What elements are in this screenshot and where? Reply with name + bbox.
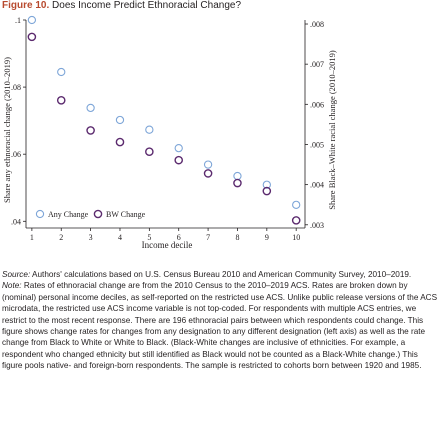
x-tick-label: 2 bbox=[59, 233, 63, 242]
x-axis-ticks: 1 2 3 4 5 6 7 8 9 10 bbox=[30, 228, 300, 242]
left-tick-label: .1 bbox=[15, 16, 21, 25]
point-bw-change bbox=[145, 147, 154, 157]
point-bw-change bbox=[174, 155, 184, 165]
point-any-change bbox=[27, 15, 37, 25]
plot-frame bbox=[25, 20, 306, 229]
right-tick-label: .005 bbox=[310, 140, 324, 149]
point-bw-change bbox=[86, 126, 95, 135]
left-tick-label: .04 bbox=[11, 217, 21, 226]
legend-label-any-change: Any Change bbox=[48, 210, 89, 219]
figure-notes: Source: Authors' calculations based on U… bbox=[2, 269, 438, 372]
point-any-change bbox=[86, 103, 95, 113]
point-bw-change bbox=[115, 137, 125, 147]
source-note: Source: Authors' calculations based on U… bbox=[2, 269, 438, 280]
source-text: Authors' calculations based on U.S. Cens… bbox=[30, 270, 412, 279]
right-tick-label: .007 bbox=[310, 60, 324, 69]
right-tick-label: .003 bbox=[310, 221, 324, 230]
point-bw-change bbox=[27, 32, 37, 42]
right-axis-ticks: .003 .004 .005 .006 .007 .008 bbox=[305, 20, 324, 230]
x-tick-label: 9 bbox=[265, 233, 269, 242]
left-axis-ticks: .04 .06 .08 .1 bbox=[11, 16, 26, 226]
point-any-change bbox=[57, 67, 66, 77]
point-any-change bbox=[233, 171, 242, 181]
right-tick-label: .004 bbox=[310, 181, 324, 190]
legend-marker-any-change bbox=[35, 209, 45, 219]
source-label: Source: bbox=[2, 270, 31, 279]
legend: Any Change BW Change bbox=[35, 209, 146, 219]
data-points bbox=[27, 15, 301, 225]
point-any-change bbox=[262, 180, 271, 189]
left-tick-label: .06 bbox=[11, 150, 21, 159]
left-tick-label: .08 bbox=[11, 83, 21, 92]
x-tick-label: 5 bbox=[147, 233, 151, 242]
x-tick-label: 8 bbox=[235, 233, 239, 242]
point-any-change bbox=[203, 160, 213, 169]
right-tick-label: .008 bbox=[310, 20, 324, 29]
point-any-change bbox=[292, 200, 301, 210]
left-axis-label: Share any ethnoracial change (2010–2019) bbox=[2, 57, 12, 203]
note-text: Rates of ethnoracial change are from the… bbox=[2, 281, 438, 371]
legend-marker-bw-change bbox=[93, 209, 103, 219]
figure-label: Figure 10. bbox=[2, 0, 50, 11]
scatter-chart: .04 .06 .08 .1 .003 .004 .005 .006 .007 .008 1 2 3… bbox=[2, 15, 337, 250]
figure-title: Figure 10. Does Income Predict Ethnoraci… bbox=[2, 0, 438, 12]
note-paragraph: Note: Rates of ethnoracial change are fr… bbox=[2, 280, 438, 371]
point-bw-change bbox=[233, 178, 242, 188]
right-axis-label: Share Black–White racial change (2010–20… bbox=[327, 50, 337, 210]
point-bw-change bbox=[291, 216, 301, 225]
point-bw-change bbox=[203, 169, 213, 178]
point-any-change bbox=[115, 115, 125, 125]
x-tick-label: 10 bbox=[292, 233, 300, 242]
x-tick-label: 6 bbox=[177, 233, 181, 242]
x-tick-label: 1 bbox=[30, 233, 34, 242]
point-bw-change bbox=[262, 186, 272, 196]
point-any-change bbox=[174, 144, 183, 153]
legend-label-bw-change: BW Change bbox=[106, 210, 146, 219]
x-tick-label: 7 bbox=[206, 233, 210, 242]
right-tick-label: .006 bbox=[310, 100, 324, 109]
figure-caption: Does Income Predict Ethnoracial Change? bbox=[52, 0, 242, 11]
x-tick-label: 3 bbox=[89, 233, 93, 242]
x-axis-label: Income decile bbox=[142, 240, 193, 250]
point-any-change bbox=[145, 125, 154, 134]
note-label: Note: bbox=[2, 281, 22, 291]
point-bw-change bbox=[56, 96, 66, 105]
x-tick-label: 4 bbox=[118, 233, 122, 242]
